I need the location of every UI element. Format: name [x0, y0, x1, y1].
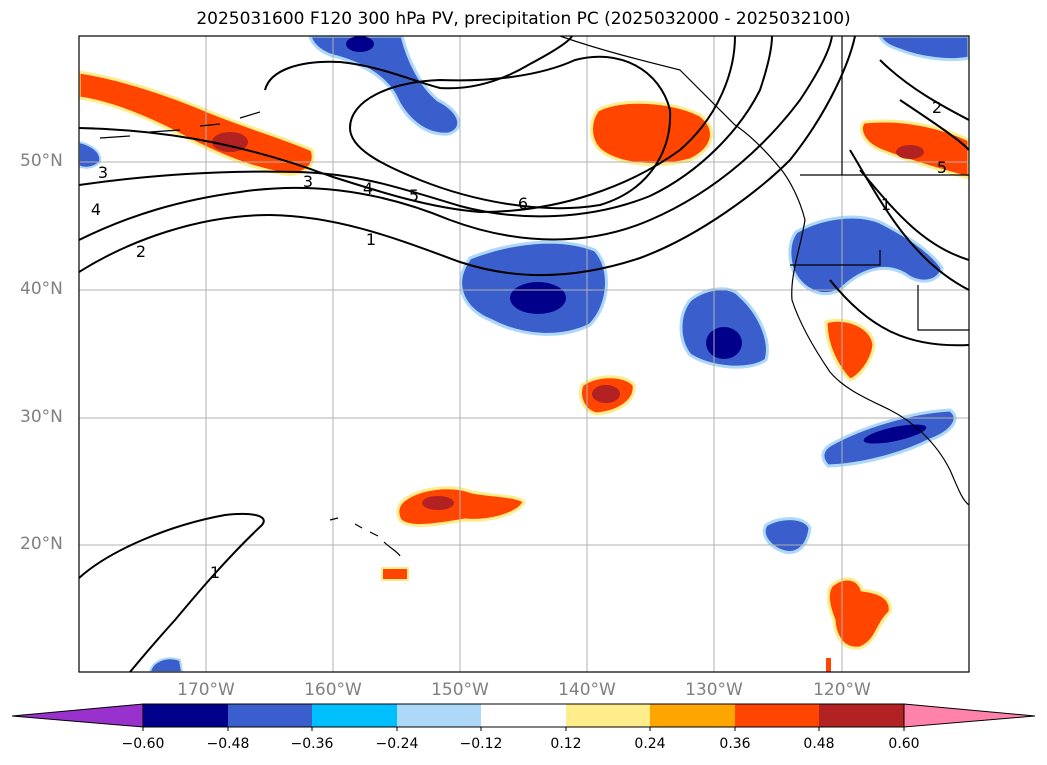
contour-4 [79, 36, 736, 214]
contour-1-south [79, 512, 265, 672]
colorbar-tick-label: 0.48 [803, 736, 835, 752]
contour-label: 2 [932, 98, 942, 117]
negative-anomaly-mexico-core [863, 424, 927, 444]
state-border-3 [917, 285, 969, 331]
contour-1-east [829, 279, 969, 347]
alaska-coast [559, 36, 806, 221]
negative-anomaly-ne-top [878, 36, 969, 62]
pv-contours [79, 36, 969, 672]
contour-label: 1 [881, 195, 891, 214]
colorbar-extend-low [11, 703, 144, 728]
colorbar-bin [397, 704, 481, 727]
colorbar-tick-label: 0.36 [719, 736, 751, 752]
colorbar-tick-label: −0.36 [290, 736, 334, 752]
lon-label: 140°W [558, 680, 616, 700]
colorbar-bin [312, 704, 397, 727]
contour-4-east [859, 169, 969, 261]
hawaii-islands [329, 517, 401, 557]
positive-anomaly-california [824, 318, 876, 382]
lat-label: 40°N [20, 279, 63, 299]
contour-label: 5 [409, 186, 419, 205]
positive-anomaly-baja [826, 577, 892, 650]
lat-label: 20°N [20, 534, 63, 554]
colorbar-bin [566, 704, 650, 727]
contour-label: 3 [303, 172, 313, 191]
positive-anomaly-small-2 [826, 658, 831, 672]
lon-label: 170°W [177, 680, 235, 700]
contour-label: 6 [518, 194, 528, 213]
contour-label: 1 [366, 230, 376, 249]
negative-anomaly-bottom [148, 657, 184, 672]
positive-anomaly-small-1 [381, 567, 409, 581]
colorbar-frame [142, 703, 905, 728]
lon-label: 130°W [685, 680, 743, 700]
contour-5 [264, 36, 573, 91]
lat-label: 30°N [20, 407, 63, 427]
negative-anomaly-south [762, 517, 812, 555]
lat-label: 50°N [20, 151, 63, 171]
colorbar-tick-marks [142, 727, 905, 731]
negative-anomaly-east-core [706, 327, 742, 359]
colorbar-bin [735, 704, 819, 727]
contour-label: 3 [98, 163, 108, 182]
colorbar-bin [228, 704, 312, 727]
colorbar-bin [143, 704, 228, 727]
lon-label: 120°W [813, 680, 871, 700]
colorbar-tick-label: 0.12 [550, 736, 582, 752]
state-border-2 [790, 250, 881, 266]
contour-6 [348, 55, 672, 210]
positive-anomaly-nw-core [212, 132, 248, 152]
contour-label: 2 [136, 242, 146, 261]
contour-label-group: 1 2 3 4 5 6 1 2 3 4 5 1 [91, 98, 947, 582]
negative-anomaly-central-core [510, 282, 566, 314]
us-west-coast [791, 219, 969, 506]
contour-5-east [899, 99, 969, 151]
map-title: 2025031600 F120 300 hPa PV, precipitatio… [196, 9, 851, 29]
positive-anomaly-hawaii-core [422, 496, 454, 510]
positive-anomaly-central-core [592, 385, 620, 403]
colorbar-tick-label: −0.12 [459, 736, 503, 752]
contour-label: 1 [210, 563, 220, 582]
colorbar [11, 703, 1036, 731]
contour-3 [79, 36, 773, 218]
colorbar-tick-label: −0.60 [121, 736, 165, 752]
positive-anomaly-nw-band [79, 70, 315, 176]
contour-2 [79, 36, 833, 241]
colorbar-tick-label: −0.24 [375, 736, 419, 752]
negative-anomaly-bering-core [346, 36, 374, 52]
contour-2-east [879, 59, 969, 121]
colorbar-extend-high [903, 703, 1036, 728]
coastlines [99, 36, 969, 557]
aleutians [99, 111, 261, 139]
contour-label: 5 [937, 158, 947, 177]
contour-label: 4 [91, 200, 101, 219]
contour-3-east [849, 149, 969, 291]
lon-label: 160°W [304, 680, 362, 700]
colorbar-bin [481, 704, 566, 727]
colorbar-tick-label: 0.60 [888, 736, 920, 752]
colorbar-bin [819, 704, 904, 727]
contour-label: 4 [363, 179, 373, 198]
positive-anomaly-ne-core [896, 145, 924, 159]
colorbar-bin [650, 704, 735, 727]
negative-anomaly-coast [788, 215, 944, 296]
map-frame [78, 35, 970, 673]
positive-anomaly-gulf [590, 100, 713, 167]
colorbar-tick-label: −0.48 [206, 736, 250, 752]
lon-label: 150°W [431, 680, 489, 700]
negative-anomaly-bering [308, 36, 461, 136]
contour-1 [79, 36, 856, 277]
precip-fields [79, 36, 969, 672]
colorbar-tick-label: 0.24 [634, 736, 666, 752]
